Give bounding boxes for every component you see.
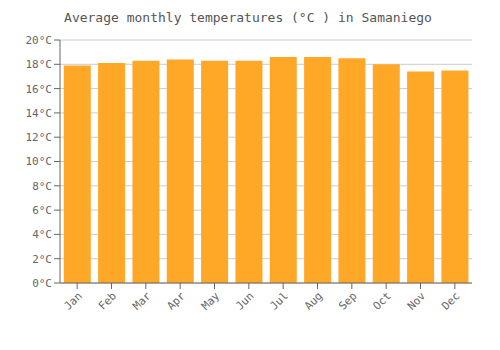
svg-text:Jul: Jul (268, 289, 291, 312)
svg-text:Sep: Sep (336, 289, 359, 312)
svg-text:Oct: Oct (371, 289, 394, 312)
svg-text:10°C: 10°C (26, 155, 53, 168)
svg-text:Dec: Dec (439, 289, 462, 312)
svg-text:20°C: 20°C (26, 34, 53, 47)
svg-text:Mar: Mar (130, 289, 154, 313)
svg-text:Feb: Feb (96, 289, 119, 312)
svg-text:12°C: 12°C (26, 131, 53, 144)
svg-text:Jan: Jan (62, 289, 85, 312)
svg-text:18°C: 18°C (26, 58, 53, 71)
svg-text:Apr: Apr (165, 289, 189, 313)
svg-text:Nov: Nov (405, 289, 429, 313)
svg-text:6°C: 6°C (32, 204, 52, 217)
svg-text:2°C: 2°C (32, 253, 52, 266)
svg-text:Aug: Aug (302, 289, 325, 312)
svg-text:14°C: 14°C (26, 107, 53, 120)
svg-text:0°C: 0°C (32, 277, 52, 290)
svg-text:May: May (199, 289, 223, 313)
svg-text:8°C: 8°C (32, 180, 52, 193)
svg-text:4°C: 4°C (32, 228, 52, 241)
svg-text:16°C: 16°C (26, 83, 53, 96)
html-text:Average monthly temperatures (: Average monthly temperatures (°C ) in Sa… (64, 10, 432, 25)
svg-text:Jun: Jun (233, 289, 256, 312)
